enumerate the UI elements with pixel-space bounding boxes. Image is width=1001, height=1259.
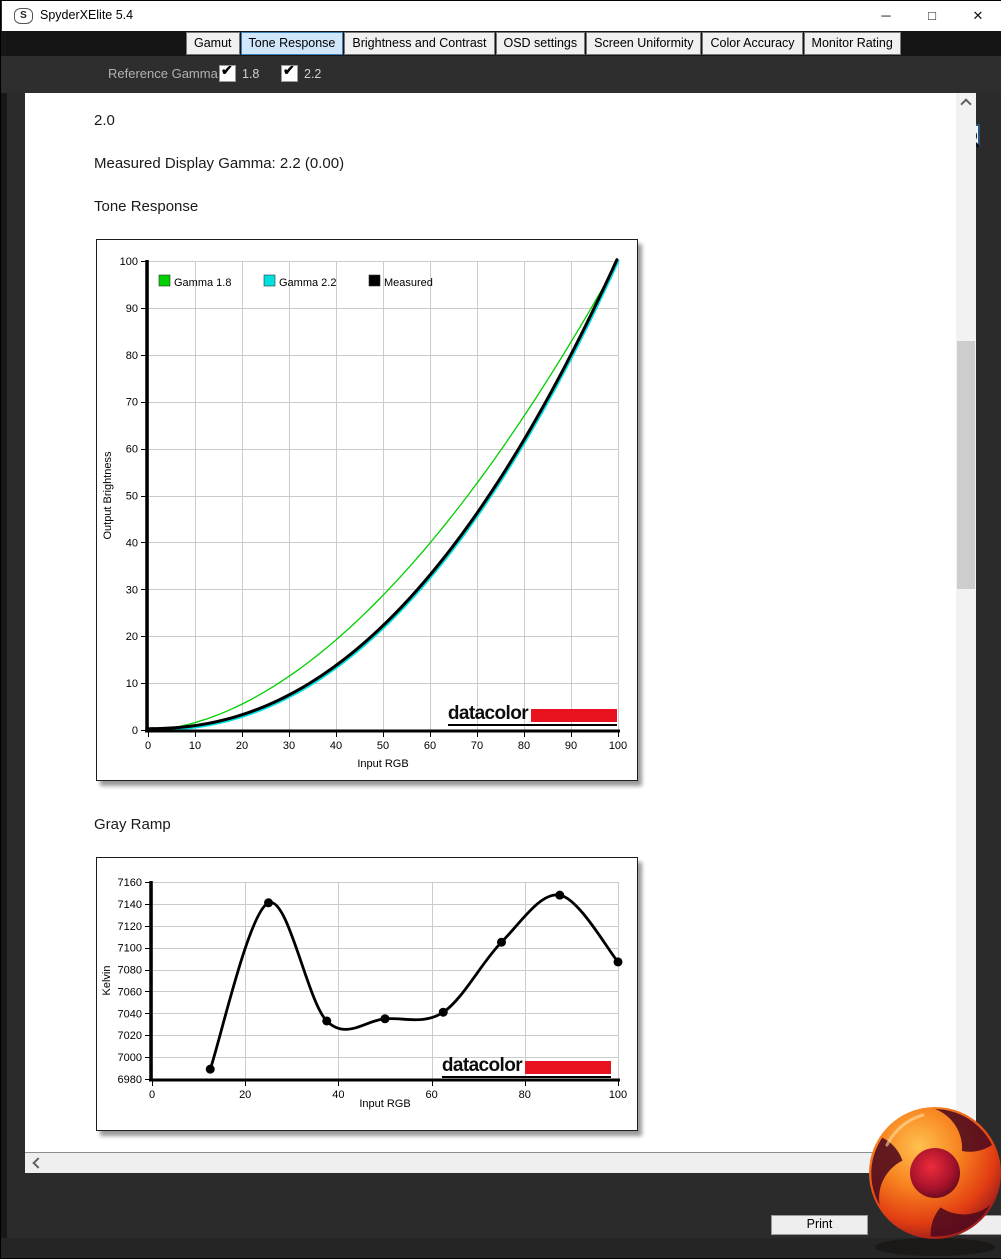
- vertical-scrollbar[interactable]: [956, 93, 976, 1152]
- svg-text:7000: 7000: [118, 1052, 142, 1064]
- gamma-1-8-label: 1.8: [242, 67, 260, 81]
- svg-text:10: 10: [189, 740, 201, 752]
- datacolor-logo: datacolor: [441, 1055, 611, 1078]
- svg-text:10: 10: [126, 678, 138, 690]
- svg-text:90: 90: [565, 740, 577, 752]
- vertical-scroll-thumb[interactable]: [957, 341, 975, 589]
- tab-monitor-rating[interactable]: Monitor Rating: [803, 32, 901, 55]
- kitguru-logo: [869, 1107, 1001, 1256]
- svg-text:40: 40: [330, 740, 342, 752]
- svg-text:20: 20: [239, 1089, 251, 1101]
- svg-text:7020: 7020: [118, 1030, 142, 1042]
- measured-gamma-text: Measured Display Gamma: 2.2 (0.00): [94, 155, 345, 172]
- check-icon: ✔: [283, 62, 295, 78]
- svg-text:20: 20: [126, 631, 138, 643]
- tone-response-chart-panel: 0 10 20 30 40 50 60 70 80 90 100 0 10 20 30 40 50 60 70 80 9…: [96, 239, 638, 781]
- svg-text:7080: 7080: [118, 965, 142, 977]
- tab-bar: Gamut Tone Response Brightness and Contr…: [186, 32, 902, 55]
- tab-osd-settings[interactable]: OSD settings: [495, 32, 586, 55]
- svg-text:7140: 7140: [118, 899, 142, 911]
- svg-text:20: 20: [236, 740, 248, 752]
- svg-text:60: 60: [424, 740, 436, 752]
- svg-text:80: 80: [126, 350, 138, 362]
- title-bar: S SpyderXElite 5.4 ─ □ ✕: [2, 1, 1001, 31]
- tab-screen-uniformity[interactable]: Screen Uniformity: [586, 32, 702, 55]
- svg-text:Input RGB: Input RGB: [359, 1098, 410, 1110]
- scroll-left-button[interactable]: [27, 1153, 47, 1172]
- svg-text:70: 70: [471, 740, 483, 752]
- svg-text:60: 60: [126, 444, 138, 456]
- svg-text:Output Brightness: Output Brightness: [102, 451, 114, 540]
- svg-text:7040: 7040: [118, 1008, 142, 1020]
- svg-text:50: 50: [377, 740, 389, 752]
- tone-response-chart: 0 10 20 30 40 50 60 70 80 90 100 0 10 20 30 40 50 60 70 80 9…: [102, 256, 627, 770]
- svg-text:7160: 7160: [118, 877, 142, 889]
- partial-gamma-text: 2.0: [94, 112, 115, 129]
- window-title: SpyderXElite 5.4: [40, 8, 134, 22]
- svg-text:100: 100: [609, 740, 627, 752]
- minimize-icon[interactable]: ─: [881, 8, 891, 23]
- gamma-1-8-checkbox[interactable]: ✔: [219, 62, 236, 82]
- datacolor-wordmark: datacolor: [447, 703, 529, 724]
- scroll-up-button[interactable]: [956, 93, 976, 112]
- svg-text:Kelvin: Kelvin: [101, 966, 113, 996]
- svg-text:7100: 7100: [118, 943, 142, 955]
- left-frame-strip: [1, 31, 7, 1258]
- toolbar: Reference Gamma: ✔ 1.8 ✔ 2.2 + −: [1, 56, 1001, 147]
- svg-text:Gamma 1.8: Gamma 1.8: [174, 277, 231, 289]
- svg-text:7060: 7060: [118, 986, 142, 998]
- svg-text:90: 90: [126, 303, 138, 315]
- bottom-strip: [1, 1238, 1001, 1258]
- svg-text:0: 0: [149, 1089, 155, 1101]
- datacolor-logo: datacolor: [447, 703, 617, 726]
- report-page: 2.0 Measured Display Gamma: 2.2 (0.00) T…: [25, 93, 956, 1152]
- svg-text:Gamma 2.2: Gamma 2.2: [279, 277, 336, 289]
- window-controls: ─ □ ✕: [863, 1, 1001, 31]
- gamma-2-2-checkbox[interactable]: ✔: [281, 62, 298, 82]
- svg-text:0: 0: [145, 740, 151, 752]
- gray-ramp-chart: 6980 7000 7020 7040 7060 7080 7100 7120 7140 7160…: [101, 877, 627, 1110]
- gray-ramp-chart-panel: 6980 7000 7020 7040 7060 7080 7100 7120 7140 7160…: [96, 857, 638, 1131]
- svg-text:30: 30: [126, 584, 138, 596]
- spyder-app-icon: S: [14, 8, 33, 24]
- print-button[interactable]: Print: [771, 1215, 868, 1235]
- tab-gamut[interactable]: Gamut: [186, 32, 240, 55]
- tab-color-accuracy[interactable]: Color Accuracy: [702, 32, 803, 55]
- datacolor-red-bar: [531, 709, 617, 722]
- svg-text:80: 80: [518, 740, 530, 752]
- close-icon[interactable]: ✕: [972, 8, 984, 23]
- svg-text:40: 40: [126, 537, 138, 549]
- gray-ramp-heading: Gray Ramp: [94, 816, 171, 833]
- gamma-2-2-label: 2.2: [304, 67, 322, 81]
- tone-response-heading: Tone Response: [94, 198, 199, 215]
- tab-brightness-contrast[interactable]: Brightness and Contrast: [344, 32, 495, 55]
- svg-text:80: 80: [519, 1089, 531, 1101]
- maximize-icon[interactable]: □: [928, 8, 936, 23]
- svg-text:Measured: Measured: [384, 277, 433, 289]
- svg-text:70: 70: [126, 397, 138, 409]
- svg-text:Input RGB: Input RGB: [357, 758, 408, 770]
- svg-text:40: 40: [332, 1089, 344, 1101]
- reference-gamma-label: Reference Gamma:: [108, 66, 222, 81]
- svg-text:0: 0: [132, 725, 138, 737]
- svg-text:7120: 7120: [118, 921, 142, 933]
- svg-text:100: 100: [609, 1089, 627, 1101]
- svg-text:50: 50: [126, 491, 138, 503]
- datacolor-wordmark: datacolor: [441, 1055, 523, 1076]
- tab-tone-response[interactable]: Tone Response: [240, 32, 344, 55]
- svg-text:100: 100: [120, 256, 138, 268]
- svg-text:60: 60: [425, 1089, 437, 1101]
- svg-text:6980: 6980: [118, 1074, 142, 1086]
- svg-text:30: 30: [283, 740, 295, 752]
- horizontal-scrollbar[interactable]: [25, 1152, 956, 1173]
- chevron-up-icon: [960, 98, 972, 110]
- check-icon: ✔: [221, 62, 233, 78]
- chevron-left-icon: [32, 1157, 44, 1169]
- datacolor-red-bar: [525, 1061, 611, 1074]
